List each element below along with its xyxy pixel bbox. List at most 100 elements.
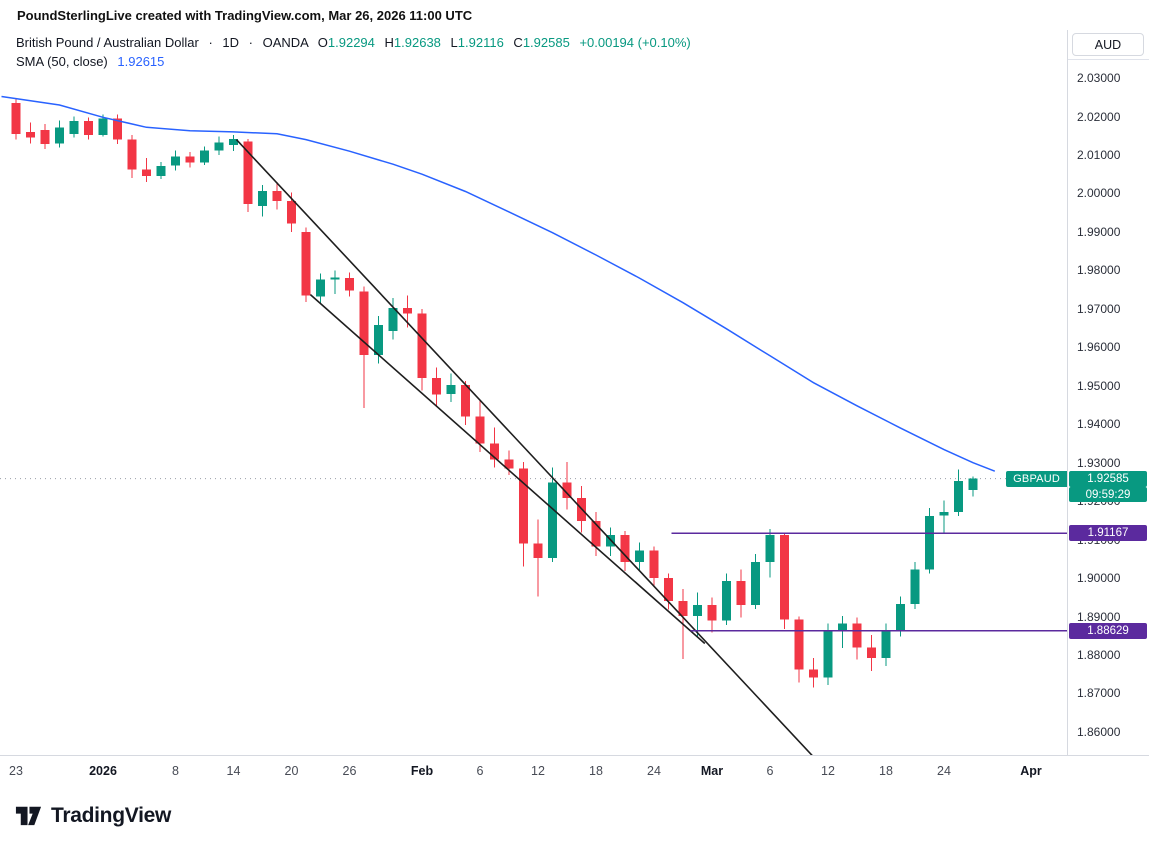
low-value: 1.92116 <box>457 35 504 50</box>
price-tick-label: 1.93000 <box>1077 455 1121 470</box>
candle-body <box>345 278 354 291</box>
time-axis-label: 6 <box>476 764 484 778</box>
attribution-text: PoundSterlingLive created with TradingVi… <box>17 7 473 23</box>
time-axis-label: 18 <box>879 764 893 778</box>
currency-toggle-button[interactable]: AUD <box>1072 33 1144 56</box>
candle-body <box>98 118 108 135</box>
legend-indicator-row: SMA (50, close) 1.92615 <box>16 53 691 70</box>
attribution-bar: PoundSterlingLive created with TradingVi… <box>0 0 1149 30</box>
candle-body <box>417 313 427 379</box>
change-value: +0.00194 (+0.10%) <box>579 35 691 50</box>
tradingview-logo-icon <box>15 806 42 826</box>
time-axis-label: 20 <box>284 764 299 778</box>
price-tick-label: 1.90000 <box>1077 571 1121 586</box>
price-tick-label: 1.86000 <box>1077 724 1121 739</box>
ohlc-open: O1.92294 <box>318 35 375 50</box>
countdown-badge: 09:59:29 <box>1069 487 1147 503</box>
candle-body <box>432 378 441 395</box>
candle-body <box>359 291 369 355</box>
ohlc-high: H1.92638 <box>385 35 441 50</box>
price-tick-label: 1.94000 <box>1077 417 1121 432</box>
low-label: L <box>450 35 458 50</box>
candle-body <box>55 127 64 144</box>
price-tick-label: 2.02000 <box>1077 109 1121 124</box>
current-price-badge: 1.92585 <box>1069 470 1147 487</box>
footer-bar: TradingView <box>0 788 1149 843</box>
candle-body <box>925 515 934 570</box>
candle-body <box>635 550 644 562</box>
candle-body <box>475 416 485 444</box>
candle-body <box>707 605 717 621</box>
candle-body <box>852 623 862 648</box>
candle-body <box>939 511 949 516</box>
candle-body <box>896 604 905 632</box>
candle-body <box>751 561 760 605</box>
interval-label[interactable]: 1D <box>222 35 240 50</box>
sma-indicator-label[interactable]: SMA (50, close) <box>16 54 108 69</box>
candle-body <box>69 121 79 134</box>
candle-body <box>127 139 137 170</box>
candle-body <box>823 631 833 678</box>
candle-body <box>11 103 21 134</box>
candle-body <box>258 191 267 206</box>
time-axis-label: 2026 <box>89 764 117 778</box>
candle-body <box>142 169 151 176</box>
ohlc-close: C1.92585 <box>513 35 569 50</box>
price-tick-label: 1.96000 <box>1077 340 1121 355</box>
candle-body <box>113 118 122 140</box>
candle-body <box>330 277 340 280</box>
legend-separator: · <box>208 35 213 50</box>
symbol-price-flag-text: GBPAUD <box>1013 472 1060 485</box>
level-price-badge: 1.91167 <box>1069 525 1147 542</box>
time-axis-label: 24 <box>937 764 951 778</box>
candle-body <box>200 150 209 163</box>
time-axis-label: Mar <box>700 764 724 778</box>
symbol-title[interactable]: British Pound / Australian Dollar <box>16 35 199 50</box>
chart-canvas[interactable] <box>0 30 1067 755</box>
price-tick-label: 1.99000 <box>1077 224 1121 239</box>
close-label: C <box>513 35 523 50</box>
sma-indicator-value: 1.92615 <box>117 54 165 69</box>
price-scale[interactable]: AUD 2.03000 2.02000 2.01000 2.00000 1.99000 1… <box>1067 30 1149 755</box>
candle-body <box>794 619 804 670</box>
candle-body <box>591 521 601 547</box>
time-scale[interactable]: 23 2026 8 14 20 26 Feb 6 12 18 24 Mar 6 12 18 24 Apr <box>0 755 1149 788</box>
candle-body <box>910 569 920 605</box>
candle-body <box>954 481 963 512</box>
candle-body <box>388 308 398 332</box>
high-label: H <box>384 35 394 50</box>
time-axis-label: Feb <box>410 764 434 778</box>
candle-body <box>693 605 702 616</box>
chart-area: British Pound / Australian Dollar · 1D ·… <box>0 30 1149 755</box>
candle-body <box>446 385 456 395</box>
chart-legend: British Pound / Australian Dollar · 1D ·… <box>16 34 691 72</box>
candle-body <box>519 468 528 544</box>
candle-body <box>838 623 847 632</box>
candle-body <box>780 535 789 620</box>
candle-body <box>968 478 978 490</box>
candle-body <box>678 601 688 616</box>
candle-body <box>171 156 180 166</box>
high-value: 1.92638 <box>393 35 441 50</box>
candle-body <box>562 482 572 499</box>
legend-symbol-row: British Pound / Australian Dollar · 1D ·… <box>16 34 691 51</box>
candle-body <box>649 550 659 579</box>
candle-body <box>301 231 311 296</box>
tradingview-logo[interactable]: TradingView <box>14 801 171 830</box>
candle-body <box>867 647 876 659</box>
candle-body <box>504 459 514 469</box>
candle-body <box>214 142 224 151</box>
price-tick-label: 1.88000 <box>1077 648 1121 662</box>
time-axis-label: 6 <box>766 764 774 778</box>
time-axis-label: 12 <box>821 764 835 778</box>
candle-body <box>156 165 166 176</box>
candle-body <box>272 191 282 202</box>
time-axis-label: 12 <box>531 764 545 778</box>
candle-body <box>40 130 50 145</box>
price-tick-label: 1.87000 <box>1077 686 1121 701</box>
candle-body <box>243 141 253 205</box>
time-axis-label: 18 <box>589 764 603 778</box>
sma-line <box>1 95 996 472</box>
price-scale-separator <box>1068 59 1149 60</box>
candle-body <box>316 279 325 297</box>
